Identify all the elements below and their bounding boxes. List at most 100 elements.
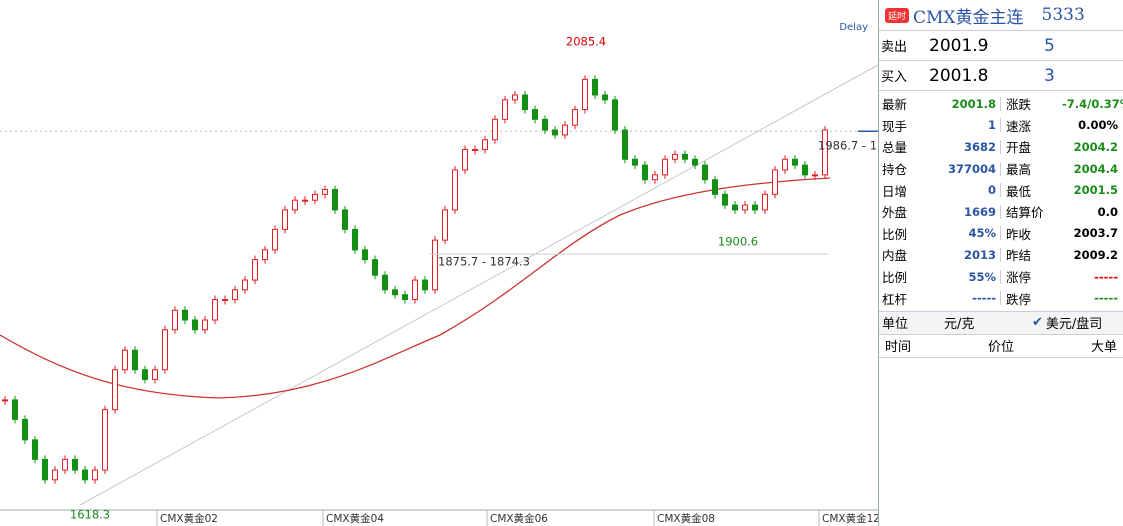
candle [672, 153, 678, 160]
stat-value: 1669 [928, 204, 1001, 219]
stat-label: 结算价 [1006, 205, 1044, 221]
stat-value: 55% [928, 269, 1001, 284]
book-row: 卖出 2001.9 5 [879, 31, 1123, 61]
candle [562, 124, 568, 136]
candle [662, 158, 668, 176]
stat-row: 日增 0 最低 2001.5 [879, 179, 1123, 201]
candle [72, 458, 78, 471]
candle [132, 349, 138, 371]
candle [22, 418, 28, 441]
annotation: 1875.7 - 1874.3 [438, 255, 530, 269]
stat-label: 昨结 [1006, 248, 1032, 264]
stat-value: 0.00% [1078, 118, 1118, 133]
book-price: 2001.9 [929, 35, 989, 56]
unit-option[interactable]: 美元/盘司 [1045, 317, 1103, 333]
stat-value: 377004 [928, 161, 1001, 176]
stat-row: 现手 1 速涨 0.00% [879, 115, 1123, 137]
stat-row: 杠杆 ----- 跌停 ----- [879, 287, 1123, 309]
candle [512, 94, 518, 101]
stat-label: 外盘 [882, 205, 908, 221]
candle [692, 158, 698, 166]
stat-value: 2004.2 [1073, 139, 1118, 154]
stat-value: 2001.8 [928, 96, 1001, 111]
delay-label: Delay [839, 22, 868, 33]
candle [332, 188, 338, 211]
instrument-title: CMX黄金主连 [913, 7, 1024, 28]
stat-row: 内盘 2013 昨结 2009.2 [879, 244, 1123, 266]
stat-label: 速涨 [1006, 118, 1032, 134]
candle [402, 294, 408, 301]
candle [262, 249, 268, 261]
candle [702, 164, 708, 181]
candle [712, 179, 718, 195]
column-header: 大单 [1090, 340, 1117, 356]
stat-label: 最低 [1006, 183, 1032, 199]
stat-value: 2009.2 [1073, 247, 1118, 262]
unit-label: 单位 [882, 317, 909, 333]
column-header: 时间 [885, 340, 912, 356]
unit-option[interactable]: 元/克 [944, 317, 975, 333]
candle [722, 193, 728, 206]
candle [142, 369, 148, 380]
stat-label: 跌停 [1006, 291, 1032, 307]
stat-label: 杠杆 [882, 291, 908, 307]
stat-label: 涨跌 [1006, 97, 1032, 113]
candle [372, 259, 378, 276]
candle [382, 274, 388, 291]
candle [452, 169, 458, 211]
candle [802, 164, 808, 176]
instrument-code: 5333 [1041, 5, 1085, 25]
candle [592, 78, 598, 96]
candle [322, 188, 328, 195]
candle [282, 209, 288, 230]
stat-value: ----- [1094, 269, 1118, 284]
x-label: CMX黄金06 [490, 512, 548, 525]
panel-header: 延时 CMX黄金主连 5333 [879, 0, 1123, 31]
stat-label: 内盘 [882, 248, 908, 264]
candle [52, 469, 58, 481]
candle [552, 129, 558, 136]
stat-value: 0.0 [1097, 204, 1118, 219]
x-label: CMX黄金02 [160, 512, 218, 525]
stat-value: 45% [928, 226, 1001, 241]
annotation: 2085.4 [566, 34, 606, 48]
annotation: 1986.7 - 1 [818, 138, 877, 152]
candle [232, 289, 238, 301]
stat-value: ----- [1094, 291, 1118, 306]
quote-panel: 延时 CMX黄金主连 5333 卖出 2001.9 5 买入 2001.8 3 最新 200… [878, 0, 1123, 526]
stat-row: 最新 2001.8 涨跌 -7.4/0.37% [879, 93, 1123, 115]
chart: Delay 2085.4 1900.6 1618.3 1875.7 - 1874.3 1… [0, 22, 878, 526]
candle [502, 99, 508, 120]
candle [312, 193, 318, 201]
annotation: 1900.6 [718, 234, 758, 248]
x-label: CMX黄金04 [326, 512, 384, 525]
candle [762, 193, 768, 211]
stat-value: 2004.4 [1073, 161, 1118, 176]
trend-line [79, 64, 878, 506]
candle [572, 109, 578, 126]
candle [732, 204, 738, 211]
candle [612, 99, 618, 131]
annotation: 1618.3 [70, 507, 110, 521]
candle [622, 129, 628, 160]
candle [82, 469, 88, 481]
stat-row: 总量 3682 开盘 2004.2 [879, 136, 1123, 158]
candle [302, 199, 308, 202]
book-price: 2001.8 [929, 65, 989, 86]
stat-label: 最高 [1006, 162, 1032, 178]
book-row: 买入 2001.8 3 [879, 61, 1123, 91]
book-volume: 3 [1044, 65, 1055, 86]
stat-row: 比例 55% 涨停 ----- [879, 266, 1123, 288]
stat-value: ----- [928, 291, 1001, 306]
tick-header: 时间 价位 大单 [879, 335, 1123, 358]
candle [352, 228, 358, 251]
stat-label: 比例 [882, 270, 908, 286]
candle [172, 309, 178, 331]
candle [412, 279, 418, 301]
candle [152, 369, 158, 380]
candle [492, 118, 498, 141]
candle [742, 204, 748, 211]
candle [462, 149, 468, 171]
book-volume: 5 [1044, 35, 1055, 56]
